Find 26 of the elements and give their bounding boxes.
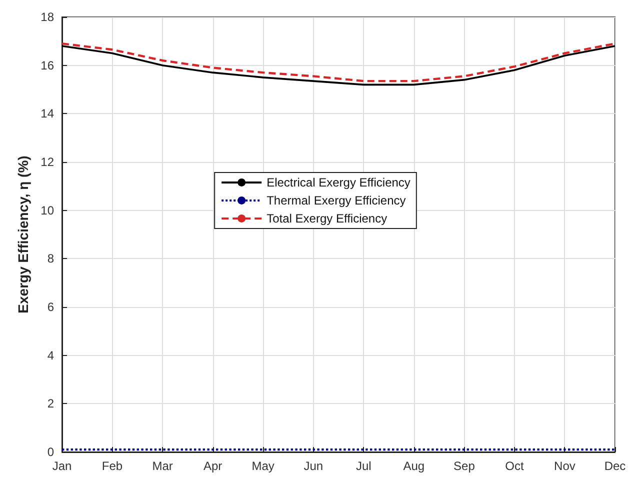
legend-label: Electrical Exergy Efficiency: [266, 175, 410, 190]
y-tick-label: 14: [40, 106, 54, 121]
legend-label: Total Exergy Efficiency: [266, 211, 388, 226]
y-tick-label: 0: [47, 445, 54, 459]
y-tick-label: 6: [47, 300, 54, 314]
x-tick-label: Oct: [505, 459, 524, 473]
y-tick-label: 10: [40, 203, 54, 218]
x-tick-label: Apr: [203, 459, 222, 473]
y-tick-label: 4: [47, 348, 54, 362]
x-tick-label: Jun: [304, 459, 324, 473]
y-tick-label: 2: [47, 396, 54, 411]
legend-label: Thermal Exergy Efficiency: [266, 193, 406, 208]
x-tick-label: Dec: [604, 459, 626, 473]
y-tick-label: 8: [47, 252, 54, 266]
y-tick-label: 12: [40, 155, 54, 169]
x-tick-label: Jan: [52, 459, 72, 473]
x-tick-label: Jul: [356, 459, 372, 473]
x-tick-label: Sep: [454, 459, 476, 473]
x-tick-label: May: [252, 459, 274, 473]
x-tick-label: Aug: [403, 459, 425, 473]
y-tick-label: 16: [40, 58, 54, 72]
x-tick-label: Mar: [152, 459, 173, 473]
x-tick-label: Nov: [554, 459, 576, 473]
x-tick-label: Feb: [102, 459, 123, 473]
y-tick-label: 18: [40, 10, 54, 24]
y-axis-title: Exergy Efficiency, η (%): [14, 156, 31, 314]
